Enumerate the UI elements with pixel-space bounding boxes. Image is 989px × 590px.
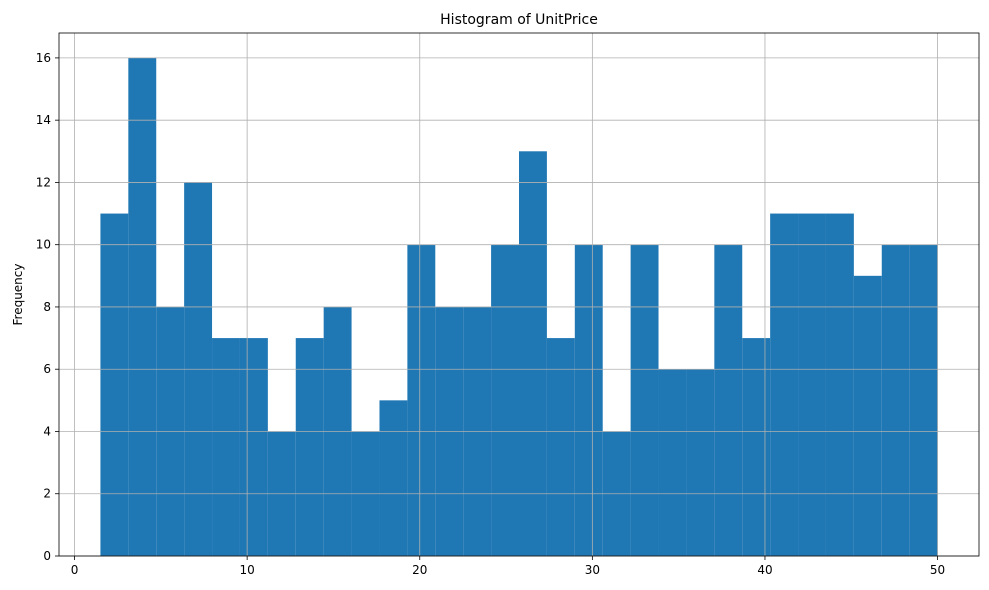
histogram-bar-4 [212,338,240,556]
histogram-bar-28 [881,244,910,556]
histogram-bar-17 [574,244,603,556]
y-tick-label-7: 14 [36,113,51,127]
y-tick-label-8: 16 [36,51,51,65]
histogram-bar-22 [714,244,743,556]
chart-title: Histogram of UnitPrice [440,12,598,28]
x-tick-label-2: 20 [412,563,427,577]
ticks-layer: 0 10 20 30 40 50 0 2 4 6 8 10 12 14 16 [36,51,945,577]
x-tick-label-5: 50 [930,563,945,577]
histogram-bar-23 [742,338,771,556]
histogram-bar-11 [407,244,436,556]
histogram-bar-14 [491,244,519,556]
plot-frame [58,32,980,557]
x-tick-label-0: 0 [71,563,79,577]
axes-layer [58,32,980,557]
y-tick-label-3: 6 [43,362,51,376]
histogram-bar-24 [770,213,799,557]
y-tick-label-0: 0 [43,549,51,563]
histogram-bar-29 [909,244,938,556]
y-axis-label: Frequency [11,264,25,326]
histogram-bar-5 [239,338,268,556]
y-tick-label-4: 8 [43,300,51,314]
histogram-bar-21 [686,369,715,556]
histogram-bar-0 [100,213,129,557]
y-tick-label-5: 10 [36,238,51,252]
histogram-bar-10 [379,400,408,556]
histogram-bar-19 [630,244,659,556]
histogram-bar-27 [853,275,882,556]
histogram-bar-20 [658,369,687,556]
histogram-bar-15 [519,151,547,557]
x-tick-label-3: 30 [585,563,600,577]
histogram-bar-7 [295,338,324,556]
histogram-bar-16 [546,338,575,556]
x-tick-label-4: 40 [757,563,772,577]
histogram-bar-25 [798,213,826,557]
y-tick-label-1: 2 [43,487,51,501]
y-tick-label-2: 4 [43,424,51,438]
histogram-bar-26 [825,213,854,557]
y-tick-label-6: 12 [36,175,51,189]
x-tick-label-1: 10 [240,563,255,577]
